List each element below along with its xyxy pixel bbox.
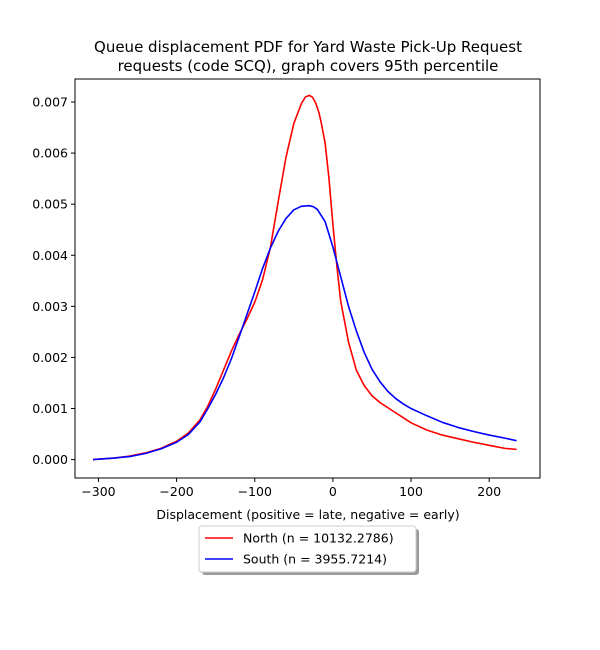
x-tick-label: 0: [329, 484, 337, 499]
y-tick-label: 0.002: [32, 350, 68, 365]
legend: North (n = 10132.2786) South (n = 3955.72…: [198, 525, 419, 575]
y-axis-ticks: 0.000 0.001 0.002 0.003 0.004 0.005 0.006 0.007: [32, 94, 75, 467]
x-axis-label: Displacement (positive = late, negative …: [156, 507, 459, 522]
y-tick-label: 0.006: [32, 146, 68, 161]
y-tick-label: 0.004: [32, 248, 68, 263]
x-axis-ticks: −300 −200 −100 0 100 200: [81, 478, 501, 499]
x-tick-label: −200: [159, 484, 193, 499]
plot-frame: [74, 78, 541, 479]
y-tick-label: 0.001: [32, 401, 68, 416]
x-tick-label: −300: [81, 484, 115, 499]
y-tick-label: 0.000: [32, 452, 68, 467]
chart-title-line2: requests (code SCQ), graph covers 95th p…: [118, 57, 499, 75]
series-line-1: [92, 204, 517, 461]
legend-box: [198, 525, 417, 573]
x-tick-label: −100: [238, 484, 272, 499]
x-tick-label: 100: [399, 484, 423, 499]
y-tick-label: 0.005: [32, 197, 68, 212]
legend-entry-1: South (n = 3955.7214): [243, 552, 387, 567]
y-tick-label: 0.003: [32, 299, 68, 314]
x-tick-label: 200: [477, 484, 501, 499]
plot-lines: [92, 94, 517, 461]
series-line-0: [92, 94, 517, 461]
legend-entry-0: North (n = 10132.2786): [243, 531, 394, 546]
chart-title-line1: Queue displacement PDF for Yard Waste Pi…: [94, 38, 522, 56]
y-tick-label: 0.007: [32, 94, 68, 109]
